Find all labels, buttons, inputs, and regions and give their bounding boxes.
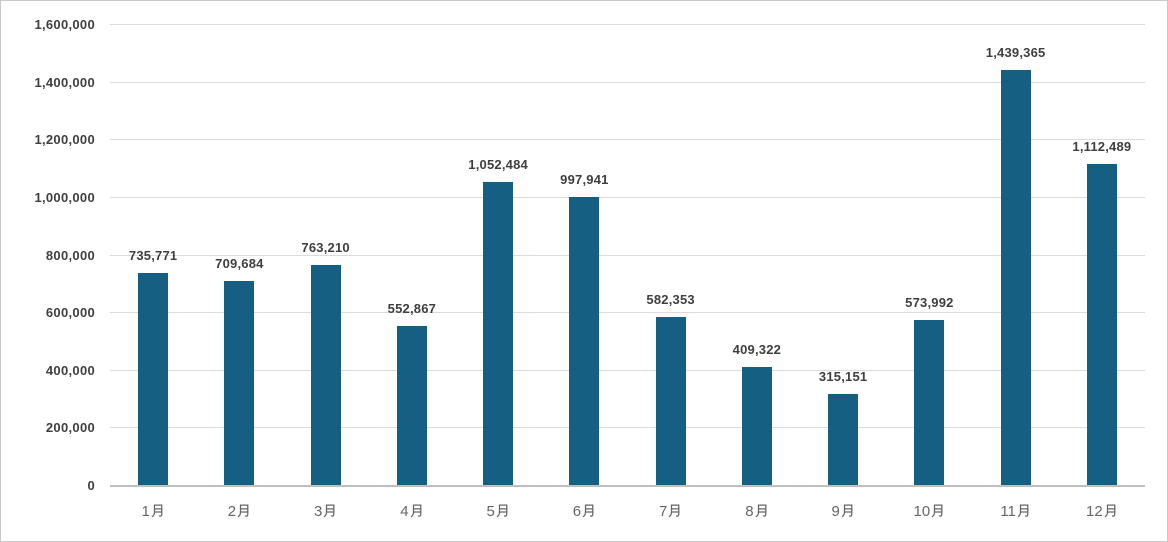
kanji-month-icon [669, 504, 680, 518]
bar-value-label: 1,439,365 [985, 45, 1046, 61]
kanji-month-icon [410, 504, 421, 518]
x-tick-label: 1 [93, 502, 213, 522]
kanji-month-icon [1104, 504, 1116, 518]
bar-value-label: 763,210 [301, 240, 350, 256]
gridline [110, 196, 1145, 198]
kanji-month-icon [931, 504, 943, 518]
bar [224, 280, 255, 485]
y-axis: 1,600,000 1,400,000 1,200,000 1,000,000 800,… [1, 17, 95, 493]
bar [310, 265, 341, 485]
kanji-month-icon [582, 504, 594, 518]
bar-value-label: 997,941 [560, 172, 609, 188]
plot-area: 735,771 709,684 763,210 552,867 1,052,484 997… [110, 24, 1145, 520]
bar-value-label: 735,771 [128, 248, 178, 264]
x-tick-label: 6 [524, 502, 644, 522]
gridline [110, 81, 1145, 83]
bar-value-label: 1,052,484 [468, 156, 528, 172]
bar-value-label: 409,322 [732, 342, 782, 358]
y-tick-label: 1,000,000 [34, 189, 95, 205]
x-tick-label: 12 [1042, 502, 1162, 522]
bar [655, 317, 686, 485]
gridline [110, 139, 1145, 141]
x-tick-label: 5 [438, 502, 558, 522]
bar [396, 325, 427, 485]
bar-value-label: 552,867 [387, 300, 437, 316]
bar [569, 197, 600, 485]
x-tick-label: 2 [179, 502, 299, 522]
x-tick-label: 11 [956, 502, 1076, 522]
bar-value-label: 1,112,489 [1072, 139, 1132, 155]
y-tick-label: 600,000 [45, 305, 95, 321]
x-tick-label: 9 [783, 502, 903, 522]
bar [483, 181, 514, 485]
bar [914, 319, 945, 485]
bar-value-label: 573,992 [905, 294, 954, 310]
y-tick-label: 1,200,000 [34, 132, 95, 148]
y-tick-label: 400,000 [45, 362, 95, 378]
bar [1000, 70, 1031, 485]
x-tick-label: 7 [611, 502, 731, 522]
y-tick-label: 1,600,000 [34, 17, 95, 32]
gridline [110, 312, 1145, 314]
bar [828, 394, 859, 485]
kanji-month-icon [496, 504, 508, 518]
kanji-month-icon [324, 504, 335, 518]
gridline [110, 369, 1145, 371]
kanji-month-icon [755, 504, 766, 518]
bar [1086, 164, 1117, 485]
kanji-month-icon [151, 504, 163, 518]
kanji-month-icon [1017, 504, 1029, 518]
y-tick-label: 0 [87, 478, 95, 493]
gridline [110, 254, 1145, 256]
bar [741, 367, 772, 485]
x-tick-label: 3 [266, 502, 386, 522]
gridline [110, 24, 1145, 25]
x-tick-label: 8 [697, 502, 817, 522]
bar-value-label: 315,151 [818, 369, 868, 385]
x-tick-label: 10 [869, 502, 989, 522]
kanji-month-icon [841, 504, 853, 518]
x-tick-label: 4 [352, 502, 472, 522]
bar-value-label: 709,684 [215, 255, 264, 271]
gridline [110, 427, 1145, 429]
y-tick-label: 1,400,000 [34, 74, 95, 90]
kanji-month-icon [237, 504, 249, 518]
y-tick-label: 800,000 [45, 247, 95, 263]
bar [138, 273, 169, 485]
y-tick-label: 200,000 [45, 420, 95, 436]
bar-value-label: 582,353 [646, 292, 695, 308]
